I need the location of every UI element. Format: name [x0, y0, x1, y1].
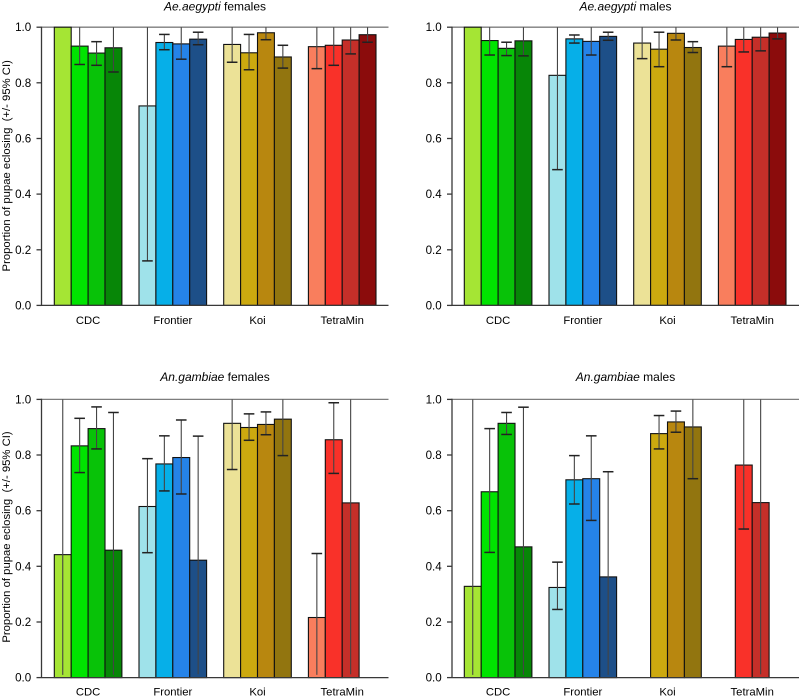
svg-text:CDC: CDC — [76, 315, 100, 327]
svg-text:Frontier: Frontier — [563, 315, 602, 327]
svg-text:0.2: 0.2 — [15, 244, 31, 257]
svg-text:0.0: 0.0 — [426, 299, 442, 312]
svg-text:Proportion of pupae eclosing: Proportion of pupae eclosing (+/- 95% CI… — [1, 431, 13, 643]
svg-text:Frontier: Frontier — [153, 686, 192, 698]
svg-text:1.0: 1.0 — [15, 21, 31, 34]
svg-text:Ae.aegypti males: Ae.aegypti males — [578, 0, 671, 14]
svg-text:0.6: 0.6 — [15, 505, 31, 518]
svg-text:0.2: 0.2 — [426, 616, 442, 629]
svg-text:Koi: Koi — [659, 686, 675, 698]
svg-text:0.8: 0.8 — [426, 77, 442, 90]
svg-text:0.6: 0.6 — [15, 133, 31, 146]
svg-text:0.8: 0.8 — [15, 449, 31, 462]
svg-text:1.0: 1.0 — [15, 393, 31, 406]
svg-text:TetraMin: TetraMin — [731, 686, 774, 698]
svg-text:CDC: CDC — [486, 686, 510, 698]
svg-text:0.4: 0.4 — [426, 560, 443, 573]
svg-text:Koi: Koi — [249, 686, 265, 698]
svg-text:0.4: 0.4 — [15, 188, 32, 201]
svg-text:CDC: CDC — [76, 686, 100, 698]
svg-text:Koi: Koi — [249, 315, 265, 327]
svg-text:0.2: 0.2 — [426, 244, 442, 257]
svg-text:0.0: 0.0 — [15, 672, 31, 685]
svg-text:TetraMin: TetraMin — [731, 315, 774, 327]
svg-text:0.6: 0.6 — [426, 133, 442, 146]
svg-text:0.0: 0.0 — [15, 299, 31, 312]
svg-text:0.8: 0.8 — [426, 449, 442, 462]
svg-text:Frontier: Frontier — [563, 686, 602, 698]
svg-text:Koi: Koi — [659, 315, 675, 327]
svg-text:0.0: 0.0 — [426, 672, 442, 685]
svg-text:0.8: 0.8 — [15, 77, 31, 90]
svg-text:TetraMin: TetraMin — [321, 315, 364, 327]
svg-text:An.gambiae males: An.gambiae males — [575, 370, 675, 384]
svg-text:CDC: CDC — [486, 315, 510, 327]
svg-text:TetraMin: TetraMin — [321, 686, 364, 698]
svg-text:Frontier: Frontier — [153, 315, 192, 327]
svg-text:0.4: 0.4 — [426, 188, 443, 201]
svg-text:An.gambiae females: An.gambiae females — [159, 370, 269, 384]
svg-text:0.6: 0.6 — [426, 505, 442, 518]
svg-text:1.0: 1.0 — [426, 393, 442, 406]
svg-text:0.4: 0.4 — [15, 560, 32, 573]
svg-text:1.0: 1.0 — [426, 21, 442, 34]
svg-text:Ae.aegypti females: Ae.aegypti females — [163, 0, 266, 14]
svg-text:0.2: 0.2 — [15, 616, 31, 629]
svg-text:Proportion of pupae eclosing: Proportion of pupae eclosing (+/- 95% CI… — [1, 60, 13, 272]
